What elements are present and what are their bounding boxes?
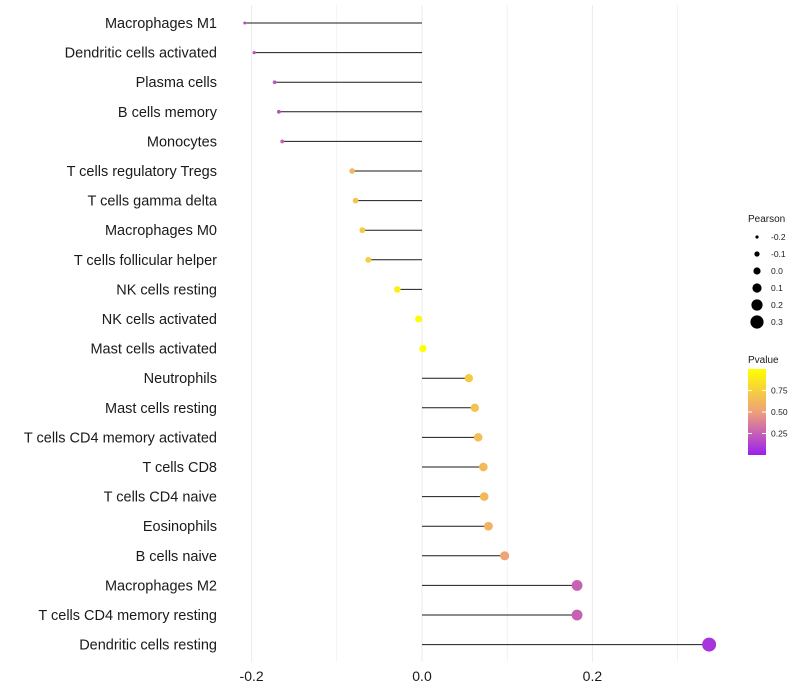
legend-pearson-dot xyxy=(750,315,764,329)
legend-pearson-dot xyxy=(755,235,759,239)
legend-pearson-dot xyxy=(754,251,760,257)
lollipop-stems xyxy=(244,22,710,646)
legend-pearson-label: 0.1 xyxy=(771,283,783,293)
lollipop-point xyxy=(252,50,256,55)
x-axis-ticks: -0.2 0.0 0.2 xyxy=(240,668,603,684)
legend-pearson-dot xyxy=(753,267,761,275)
lollipop-points xyxy=(243,21,717,652)
lollipop-point xyxy=(393,286,401,293)
category-label: Macrophages M0 xyxy=(105,223,217,239)
category-label: T cells regulatory Tregs xyxy=(67,164,217,180)
legend-pearson-label: 0.2 xyxy=(771,300,783,310)
lollipop-point xyxy=(479,462,488,472)
category-label: Dendritic cells resting xyxy=(79,638,217,654)
legend-pvalue: Pvalue 0.75 0.50 0.25 xyxy=(748,355,788,455)
lollipop-point xyxy=(479,492,489,501)
lollipop-point xyxy=(484,521,493,531)
category-label: Mast cells activated xyxy=(90,342,217,358)
lollipop-point xyxy=(500,551,510,561)
legend-pearson-title: Pearson xyxy=(748,214,785,225)
legend-pvalue-label: 0.50 xyxy=(771,407,788,417)
category-label: Eosinophils xyxy=(143,519,217,535)
lollipop-point xyxy=(272,80,277,85)
category-label: NK cells resting xyxy=(116,282,217,298)
category-label: T cells follicular helper xyxy=(74,253,217,269)
x-tick-label: 0.0 xyxy=(412,668,432,684)
lollipop-point xyxy=(359,227,366,234)
legend-pearson-label: -0.1 xyxy=(771,249,786,259)
lollipop-point xyxy=(280,139,285,144)
category-label: T cells CD4 memory resting xyxy=(38,608,217,624)
pvalue-colorbar xyxy=(748,369,766,455)
category-label: Neutrophils xyxy=(144,371,217,387)
lollipop-point xyxy=(473,433,483,442)
lollipop-point xyxy=(352,197,359,204)
lollipop-point xyxy=(365,256,372,263)
legend-pearson-label: 0.0 xyxy=(771,266,783,276)
category-label: Monocytes xyxy=(147,134,217,150)
legend-pearson-label: 0.3 xyxy=(771,317,783,327)
lollipop-point xyxy=(349,168,355,174)
legend-pearson: Pearson -0.2 -0.1 0.0 0.1 0.2 0.3 xyxy=(748,214,786,329)
category-label: NK cells activated xyxy=(102,312,217,328)
category-labels: Macrophages M1 Dendritic cells activated P… xyxy=(24,16,218,654)
lollipop-point xyxy=(571,609,583,621)
legend-pearson-dot xyxy=(752,283,762,293)
category-label: Macrophages M1 xyxy=(105,16,217,32)
category-label: T cells CD8 xyxy=(142,460,217,476)
category-label: Mast cells resting xyxy=(105,401,217,417)
category-label: T cells CD4 memory activated xyxy=(24,430,217,446)
legend-pvalue-label: 0.25 xyxy=(771,429,788,439)
legend-pearson-label: -0.2 xyxy=(771,232,786,242)
lollipop-point xyxy=(243,21,247,25)
legend-pearson-dot xyxy=(751,299,763,311)
lollipop-point xyxy=(276,109,281,114)
lollipop-point xyxy=(571,579,583,591)
category-label: Dendritic cells activated xyxy=(65,46,217,62)
x-tick-label: -0.2 xyxy=(240,668,264,684)
legend-pvalue-label: 0.75 xyxy=(771,386,788,396)
category-label: B cells memory xyxy=(118,105,218,121)
category-label: Macrophages M2 xyxy=(105,578,217,594)
lollipop-point xyxy=(464,374,474,383)
lollipop-point xyxy=(470,403,480,413)
grid-lines xyxy=(251,5,678,662)
category-label: T cells gamma delta xyxy=(88,194,218,210)
category-label: B cells naive xyxy=(136,549,217,565)
lollipop-point xyxy=(419,344,427,353)
x-tick-label: 0.2 xyxy=(583,668,603,684)
lollipop-point xyxy=(702,637,717,652)
category-label: T cells CD4 naive xyxy=(104,490,217,506)
category-label: Plasma cells xyxy=(136,75,217,91)
legend-pvalue-title: Pvalue xyxy=(748,355,779,366)
lollipop-point xyxy=(415,315,423,323)
